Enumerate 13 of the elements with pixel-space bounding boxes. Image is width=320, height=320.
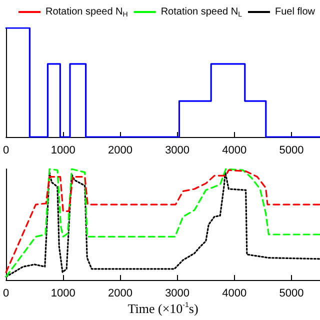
x-tick-label: 0 xyxy=(2,288,10,300)
x-tick-label: 4000 xyxy=(222,288,247,300)
x-tick-label: 1000 xyxy=(50,288,76,300)
x-tick-label: 5000 xyxy=(279,288,304,300)
x-tick-label: 1000 xyxy=(50,144,76,156)
x-tick-label: 0 xyxy=(2,144,10,156)
x-tick-label: 2000 xyxy=(108,144,132,156)
x-tick-label: 2000 xyxy=(108,288,132,300)
x-tick-label: 5000 xyxy=(279,144,304,156)
legend-label: Fuel flow xyxy=(274,6,316,18)
x-tick-label: 3000 xyxy=(165,144,190,156)
x-tick-label: 4000 xyxy=(222,144,247,156)
x-tick-label: 3000 xyxy=(165,288,190,300)
